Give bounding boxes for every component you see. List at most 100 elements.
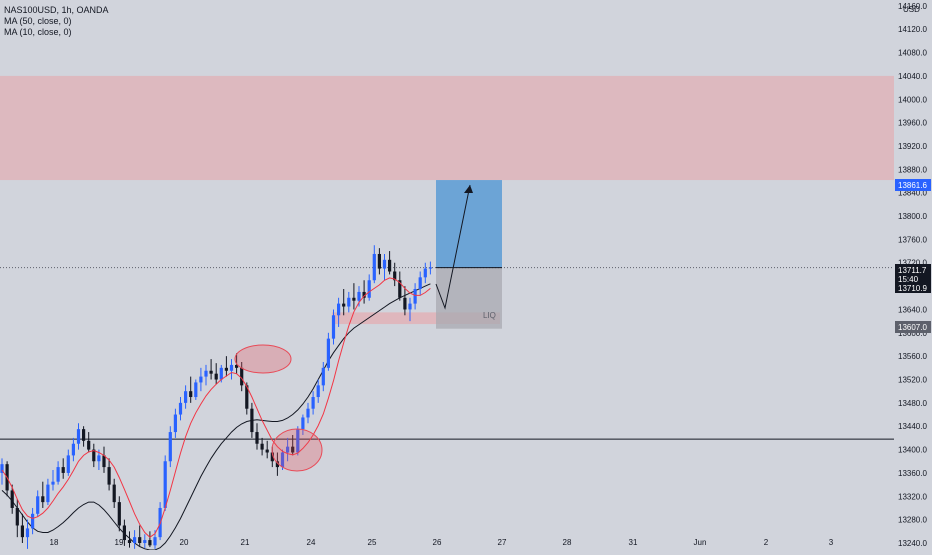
legend-ma10[interactable]: MA (10, close, 0)	[4, 27, 72, 37]
candle[interactable]	[275, 452, 279, 476]
candle[interactable]	[408, 297, 412, 322]
candle[interactable]	[92, 443, 96, 468]
candle[interactable]	[403, 286, 407, 316]
candle[interactable]	[240, 361, 244, 392]
horizontal-lines-layer	[0, 267, 894, 440]
candle[interactable]	[163, 455, 167, 511]
candle[interactable]	[204, 364, 208, 386]
candle[interactable]	[25, 519, 30, 549]
candle[interactable]	[36, 490, 40, 517]
candle[interactable]	[189, 376, 193, 403]
circle-annotation-top[interactable]	[234, 344, 292, 374]
candle[interactable]	[342, 289, 346, 316]
candle[interactable]	[148, 531, 152, 548]
candle[interactable]	[260, 437, 264, 456]
candle[interactable]	[331, 309, 336, 345]
ma50-layer	[1, 283, 431, 551]
candle[interactable]	[61, 458, 65, 479]
candle[interactable]	[66, 449, 70, 476]
ma10-line[interactable]	[1, 277, 431, 538]
legend-ma50[interactable]: MA (50, close, 0)	[4, 16, 72, 26]
candle[interactable]	[367, 274, 371, 301]
candle[interactable]	[178, 397, 183, 421]
candle[interactable]	[143, 534, 147, 549]
legend-symbol[interactable]: NAS100USD, 1h, OANDA	[4, 5, 109, 15]
candle[interactable]	[41, 481, 45, 508]
candle[interactable]	[71, 437, 75, 462]
candle[interactable]	[362, 280, 366, 304]
candle[interactable]	[296, 426, 300, 456]
zone-supply[interactable]	[0, 75, 894, 181]
candle[interactable]	[56, 461, 60, 485]
candle[interactable]	[301, 414, 305, 435]
candle[interactable]	[31, 507, 35, 535]
candle[interactable]	[199, 367, 203, 392]
currency-label: USD	[903, 5, 920, 14]
candle[interactable]	[291, 434, 295, 456]
candle[interactable]	[102, 446, 106, 473]
candle[interactable]	[316, 379, 320, 403]
y-axis: 13240.0 13280.0 13320.0 13360.0 13400.0 13440…	[898, 2, 927, 548]
candle[interactable]	[393, 262, 397, 287]
zone-target[interactable]	[436, 180, 502, 268]
candle[interactable]	[250, 402, 254, 438]
candle[interactable]	[122, 519, 126, 546]
x-tick-label: 3	[829, 538, 834, 547]
candle[interactable]	[82, 426, 86, 447]
candle[interactable]	[0, 458, 4, 485]
candle[interactable]	[184, 385, 188, 409]
candle[interactable]	[428, 261, 432, 275]
candle[interactable]	[347, 291, 351, 313]
ma50-line[interactable]	[1, 283, 431, 551]
candle[interactable]	[117, 496, 121, 532]
candle[interactable]	[418, 271, 422, 295]
candle[interactable]	[398, 271, 402, 301]
candle[interactable]	[326, 332, 330, 371]
candle[interactable]	[133, 530, 137, 549]
candle[interactable]	[377, 248, 381, 275]
candle[interactable]	[245, 382, 249, 415]
candle[interactable]	[127, 531, 132, 548]
candle[interactable]	[321, 361, 325, 392]
candle[interactable]	[372, 245, 376, 284]
candle[interactable]	[214, 363, 218, 385]
candle[interactable]	[229, 359, 234, 380]
candle[interactable]	[138, 525, 142, 546]
y-tick-label: 13400.0	[898, 446, 927, 455]
candle[interactable]	[87, 432, 91, 453]
candle[interactable]	[76, 423, 81, 450]
candle[interactable]	[388, 251, 392, 275]
candle[interactable]	[107, 458, 111, 491]
candle[interactable]	[194, 379, 198, 400]
candle[interactable]	[255, 423, 259, 450]
candle[interactable]	[10, 484, 14, 514]
candle[interactable]	[46, 478, 50, 506]
candle[interactable]	[112, 478, 116, 508]
chart-legend[interactable]: NAS100USD, 1h, OANDA MA (50, close, 0) M…	[4, 5, 109, 38]
candle[interactable]	[15, 499, 19, 538]
candle[interactable]	[265, 440, 269, 459]
candle[interactable]	[168, 426, 172, 468]
candle[interactable]	[173, 408, 177, 438]
y-tick-label: 13240.0	[898, 539, 927, 548]
svg-text:13711.7: 13711.7	[898, 266, 927, 275]
candle[interactable]	[382, 253, 387, 281]
candle[interactable]	[286, 437, 290, 462]
candle[interactable]	[51, 470, 55, 491]
circle-annotation-bottom[interactable]	[271, 428, 323, 472]
candle[interactable]	[224, 356, 228, 377]
candle[interactable]	[311, 391, 315, 415]
candle[interactable]	[306, 402, 310, 424]
candle[interactable]	[20, 513, 24, 543]
x-tick-label: 21	[241, 538, 250, 547]
candle[interactable]	[423, 262, 427, 284]
candle[interactable]	[352, 283, 356, 310]
candle[interactable]	[337, 297, 341, 327]
projection-path[interactable]	[435, 184, 471, 310]
zone-liq[interactable]	[332, 312, 500, 325]
badge-stop: 13607.0	[895, 321, 931, 333]
candle[interactable]	[209, 359, 213, 380]
candle[interactable]	[413, 283, 417, 310]
